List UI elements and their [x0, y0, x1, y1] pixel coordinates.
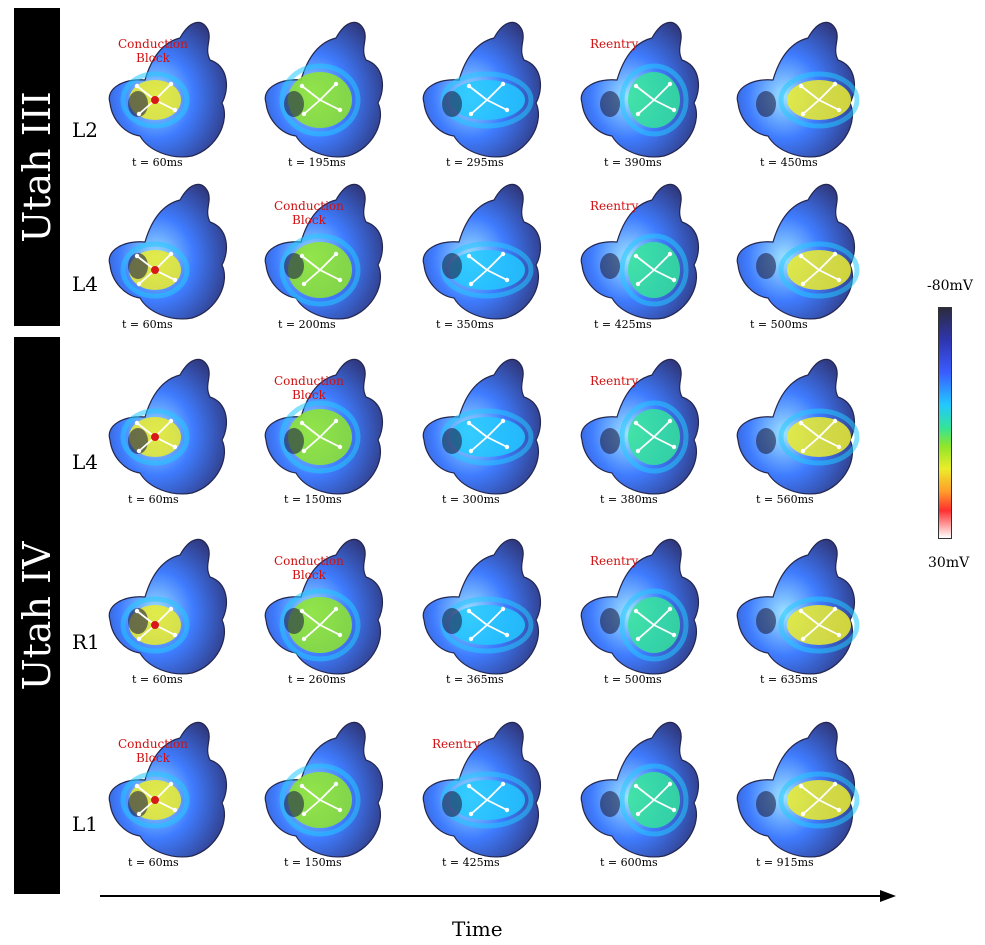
- time-label: t = 450ms: [760, 156, 818, 169]
- atrium-surface: [736, 21, 860, 158]
- atrium-surface: [736, 721, 860, 858]
- row-label: L1: [72, 812, 99, 836]
- reentry-annotation: Reentry: [590, 37, 639, 51]
- atrium-surface: [264, 358, 384, 495]
- time-label: t = 60ms: [122, 318, 173, 331]
- atrium-panel: t = 60ms Conduction Block: [100, 8, 240, 169]
- colorbar-min-label: 30mV: [928, 555, 970, 571]
- time-label: t = 560ms: [756, 493, 814, 506]
- atrium-surface: [736, 538, 860, 675]
- reentry-annotation: Reentry: [590, 554, 639, 568]
- atrium-surface: [264, 538, 384, 675]
- time-label: t = 300ms: [442, 493, 500, 506]
- time-label: t = 915ms: [756, 856, 814, 869]
- time-label: t = 60ms: [128, 493, 179, 506]
- atrium-panel: t = 380ms Reentry: [572, 345, 712, 506]
- atrium-surface: [108, 721, 228, 858]
- atrium-surface: [422, 358, 542, 495]
- atrium-surface: [422, 21, 542, 158]
- time-label: t = 60ms: [132, 673, 183, 686]
- atrium-surface: [580, 721, 700, 858]
- atrium-panel: t = 390ms Reentry: [572, 8, 712, 169]
- conduction-block-annotation: Conduction Block: [118, 37, 188, 65]
- time-label: t = 600ms: [600, 856, 658, 869]
- atrium-surface: [108, 358, 228, 495]
- group-label-utah-iv-text: Utah IV: [15, 541, 59, 690]
- row-label: L4: [72, 450, 99, 474]
- time-label: t = 60ms: [128, 856, 179, 869]
- time-label: t = 350ms: [436, 318, 494, 331]
- atrium-panel: t = 365ms: [414, 525, 554, 686]
- time-label: t = 150ms: [284, 856, 342, 869]
- conduction-block-annotation: Conduction Block: [274, 554, 344, 582]
- conduction-block-annotation: Conduction Block: [274, 199, 344, 227]
- time-label: t = 380ms: [600, 493, 658, 506]
- group-label-utah-iv: Utah IV: [14, 337, 60, 894]
- atrium-panel: t = 600ms: [572, 708, 712, 869]
- atrium-panel: t = 60ms Conduction Block: [100, 708, 240, 869]
- group-label-utah-iii-text: Utah III: [15, 91, 59, 243]
- time-label: t = 500ms: [604, 673, 662, 686]
- atrium-panel: t = 195ms: [256, 8, 396, 169]
- atrium-panel: t = 60ms: [100, 345, 240, 506]
- atrium-panel: t = 295ms: [414, 8, 554, 169]
- atrium-panel: t = 60ms: [100, 170, 240, 331]
- atrium-surface: [264, 183, 384, 320]
- atrium-surface: [580, 358, 700, 495]
- time-axis-label: Time: [452, 917, 503, 941]
- atrium-surface: [264, 721, 384, 858]
- atrium-panel: t = 915ms: [728, 708, 868, 869]
- time-label: t = 150ms: [284, 493, 342, 506]
- atrium-panel: t = 200ms Conduction Block: [256, 170, 396, 331]
- atrium-panel: t = 635ms: [728, 525, 868, 686]
- time-axis-arrow: [100, 890, 896, 902]
- atrium-surface: [264, 21, 384, 158]
- atrium-panel: t = 150ms: [256, 708, 396, 869]
- voltage-colorbar: [938, 307, 952, 539]
- reentry-annotation: Reentry: [590, 199, 639, 213]
- row-label: L2: [72, 118, 99, 142]
- atrium-panel: t = 60ms: [100, 525, 240, 686]
- time-label: t = 260ms: [288, 673, 346, 686]
- atrium-surface: [108, 21, 228, 158]
- row-label: L4: [72, 272, 99, 296]
- atrium-surface: [580, 538, 700, 675]
- atrium-surface: [422, 721, 542, 858]
- time-label: t = 390ms: [604, 156, 662, 169]
- time-label: t = 200ms: [278, 318, 336, 331]
- conduction-block-annotation: Conduction Block: [118, 737, 188, 765]
- time-label: t = 425ms: [442, 856, 500, 869]
- atrium-surface: [736, 358, 860, 495]
- colorbar-max-label: -80mV: [927, 278, 973, 294]
- time-label: t = 195ms: [288, 156, 346, 169]
- atrium-panel: t = 500ms Reentry: [572, 525, 712, 686]
- atrium-surface: [580, 183, 700, 320]
- time-label: t = 635ms: [760, 673, 818, 686]
- atrium-panel: t = 300ms: [414, 345, 554, 506]
- row-label: R1: [72, 630, 100, 654]
- atrium-surface: [422, 183, 542, 320]
- atrium-surface: [108, 183, 228, 320]
- atrium-panel: t = 260ms Conduction Block: [256, 525, 396, 686]
- time-label: t = 425ms: [594, 318, 652, 331]
- atrium-panel: t = 425ms Reentry: [414, 708, 554, 869]
- time-label: t = 365ms: [446, 673, 504, 686]
- conduction-block-annotation: Conduction Block: [274, 374, 344, 402]
- atrium-panel: t = 450ms: [728, 8, 868, 169]
- atrium-surface: [108, 538, 228, 675]
- reentry-annotation: Reentry: [590, 374, 639, 388]
- atrium-panel: t = 560ms: [728, 345, 868, 506]
- time-label: t = 60ms: [132, 156, 183, 169]
- reentry-annotation: Reentry: [432, 737, 481, 751]
- atrium-panel: t = 350ms: [414, 170, 554, 331]
- atrium-panel: t = 425ms Reentry: [572, 170, 712, 331]
- atrium-surface: [422, 538, 542, 675]
- atrium-surface: [580, 21, 700, 158]
- atrium-surface: [736, 183, 860, 320]
- atrium-panel: t = 150ms Conduction Block: [256, 345, 396, 506]
- time-label: t = 500ms: [750, 318, 808, 331]
- time-label: t = 295ms: [446, 156, 504, 169]
- group-label-utah-iii: Utah III: [14, 8, 60, 326]
- atrium-panel: t = 500ms: [728, 170, 868, 331]
